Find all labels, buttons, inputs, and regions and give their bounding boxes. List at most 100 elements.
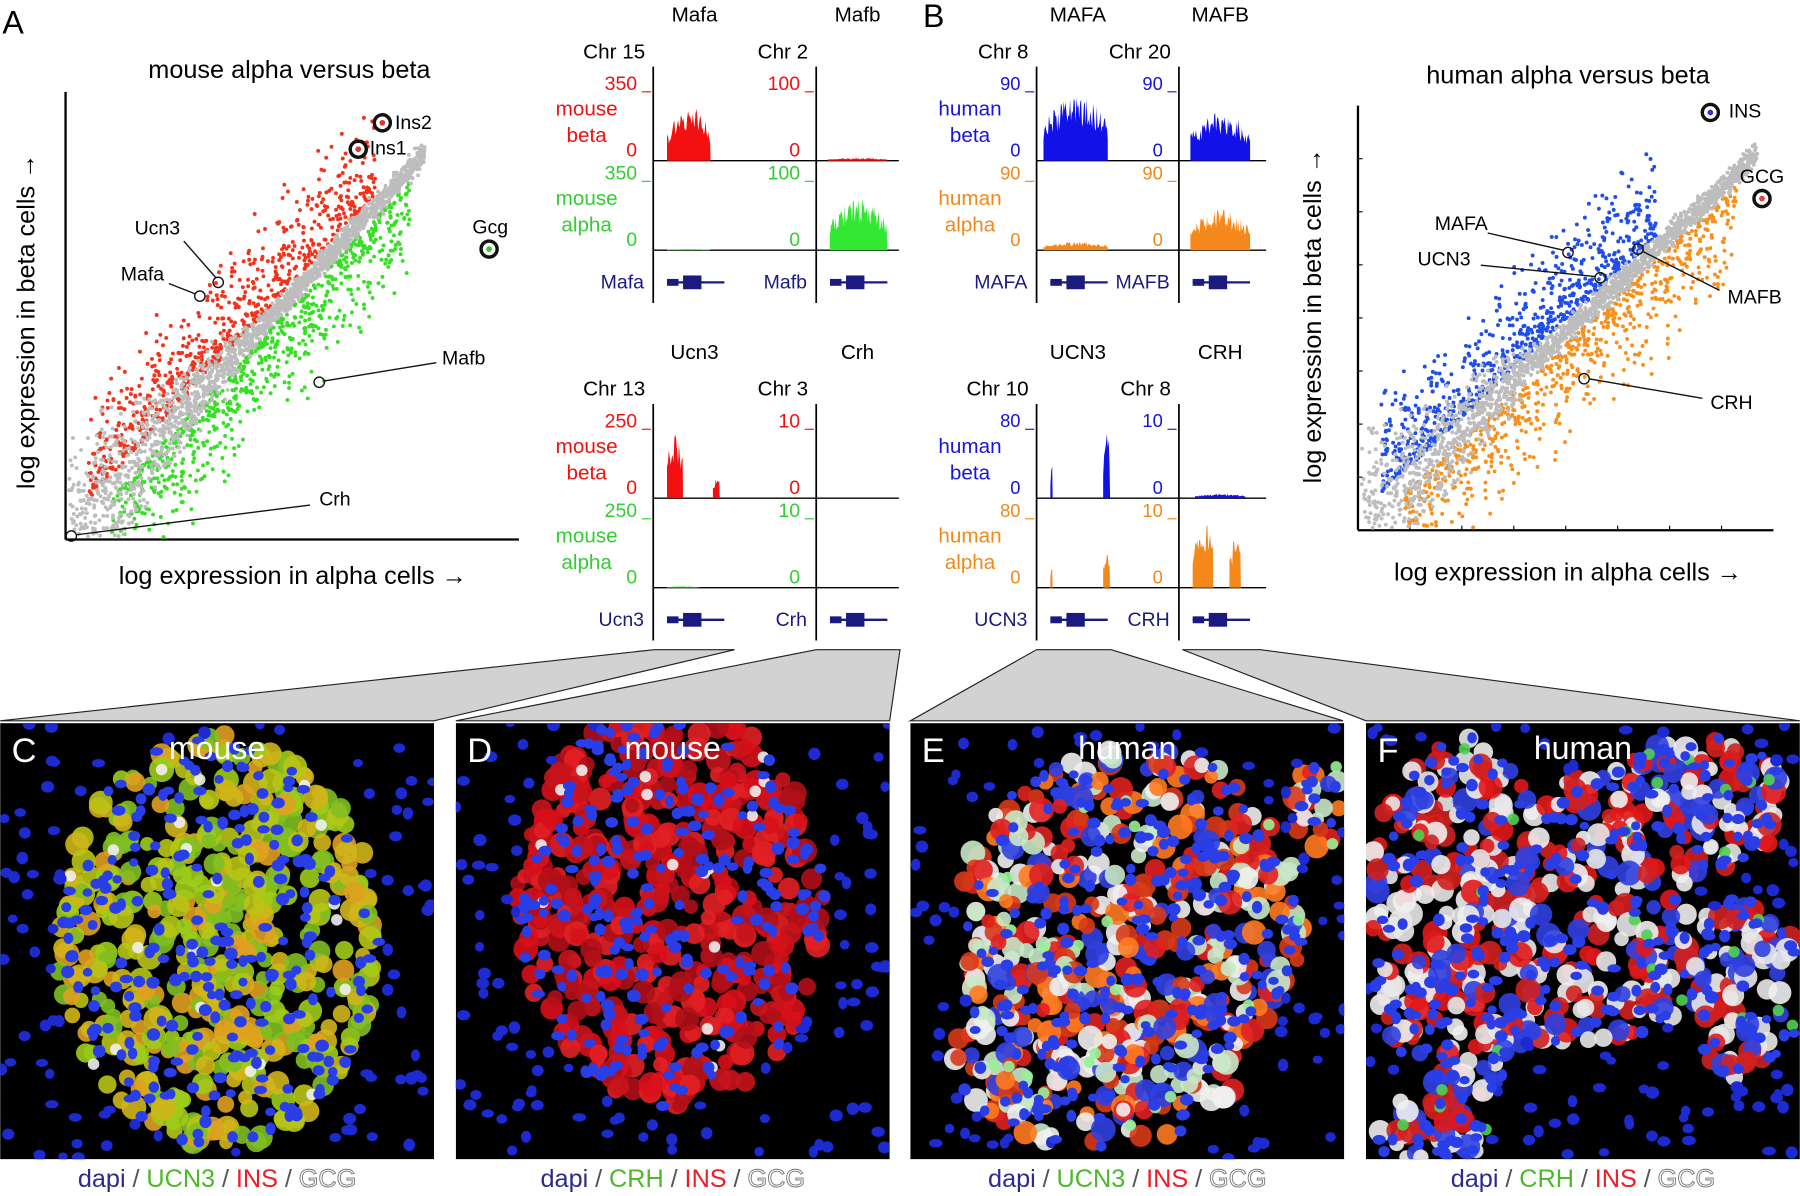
point (1733, 186, 1737, 190)
point (72, 483, 76, 487)
point (1535, 409, 1539, 413)
point (230, 270, 234, 274)
point (102, 526, 106, 530)
point (81, 511, 85, 515)
point (251, 280, 255, 284)
point (305, 203, 309, 207)
point (242, 359, 246, 363)
point (1536, 465, 1540, 469)
point (316, 149, 320, 153)
point (171, 438, 175, 442)
point (114, 473, 118, 477)
point (1633, 361, 1637, 365)
point (309, 370, 313, 374)
point (370, 173, 374, 177)
point (94, 481, 98, 485)
point (1555, 418, 1559, 422)
point (1455, 461, 1459, 465)
point (1564, 354, 1568, 358)
point (348, 323, 352, 327)
point (165, 426, 169, 430)
point (1577, 278, 1581, 282)
point (403, 175, 407, 179)
point (1522, 452, 1526, 456)
point (402, 179, 406, 183)
point (201, 366, 205, 370)
point (1524, 302, 1528, 306)
point (1618, 303, 1622, 307)
point (1645, 325, 1649, 329)
point (289, 303, 293, 307)
point (1592, 397, 1596, 401)
point (388, 197, 392, 201)
point (332, 324, 336, 328)
point (189, 352, 193, 356)
point (1632, 317, 1636, 321)
point (1420, 389, 1424, 393)
point (197, 315, 201, 319)
point (152, 374, 156, 378)
point (139, 504, 143, 508)
point (344, 152, 348, 156)
point (377, 200, 381, 204)
point (1725, 222, 1729, 226)
point (1436, 464, 1440, 468)
point (86, 436, 90, 440)
point (1551, 378, 1555, 382)
point (191, 431, 195, 435)
point (219, 347, 223, 351)
point (1622, 368, 1626, 372)
point (202, 406, 206, 410)
point (280, 321, 284, 325)
point (1630, 343, 1634, 347)
point (1625, 234, 1629, 238)
point (1500, 436, 1504, 440)
point (89, 471, 93, 475)
point (310, 252, 314, 256)
scatter-title: human alpha versus beta (1426, 62, 1711, 90)
point (200, 354, 204, 358)
point (230, 437, 234, 441)
point (356, 226, 360, 230)
point (1479, 433, 1483, 437)
point (244, 331, 248, 335)
point (247, 258, 251, 262)
point (1532, 455, 1536, 459)
point (1633, 353, 1637, 357)
point (143, 432, 147, 436)
point (1426, 429, 1430, 433)
point (82, 498, 86, 502)
point (151, 425, 155, 429)
point (397, 187, 401, 191)
point (201, 386, 205, 390)
point (85, 494, 89, 498)
point (114, 440, 118, 444)
point (351, 298, 355, 302)
point (133, 395, 137, 399)
point (1463, 473, 1467, 477)
point (1445, 400, 1449, 404)
point (1611, 318, 1615, 322)
point (310, 268, 314, 272)
point (230, 274, 234, 278)
point (117, 516, 121, 520)
point (77, 488, 81, 492)
point (1575, 222, 1579, 226)
point (291, 372, 295, 376)
point (281, 196, 285, 200)
point (244, 391, 248, 395)
point (86, 534, 90, 538)
point (178, 493, 182, 497)
point (130, 466, 134, 470)
point (85, 511, 89, 515)
point (147, 413, 151, 417)
point (1626, 221, 1630, 225)
point (1624, 314, 1628, 318)
point (1469, 443, 1473, 447)
point (217, 270, 221, 274)
point (90, 496, 94, 500)
point (202, 363, 206, 367)
point (299, 315, 303, 319)
point (331, 217, 335, 221)
point (247, 334, 251, 338)
